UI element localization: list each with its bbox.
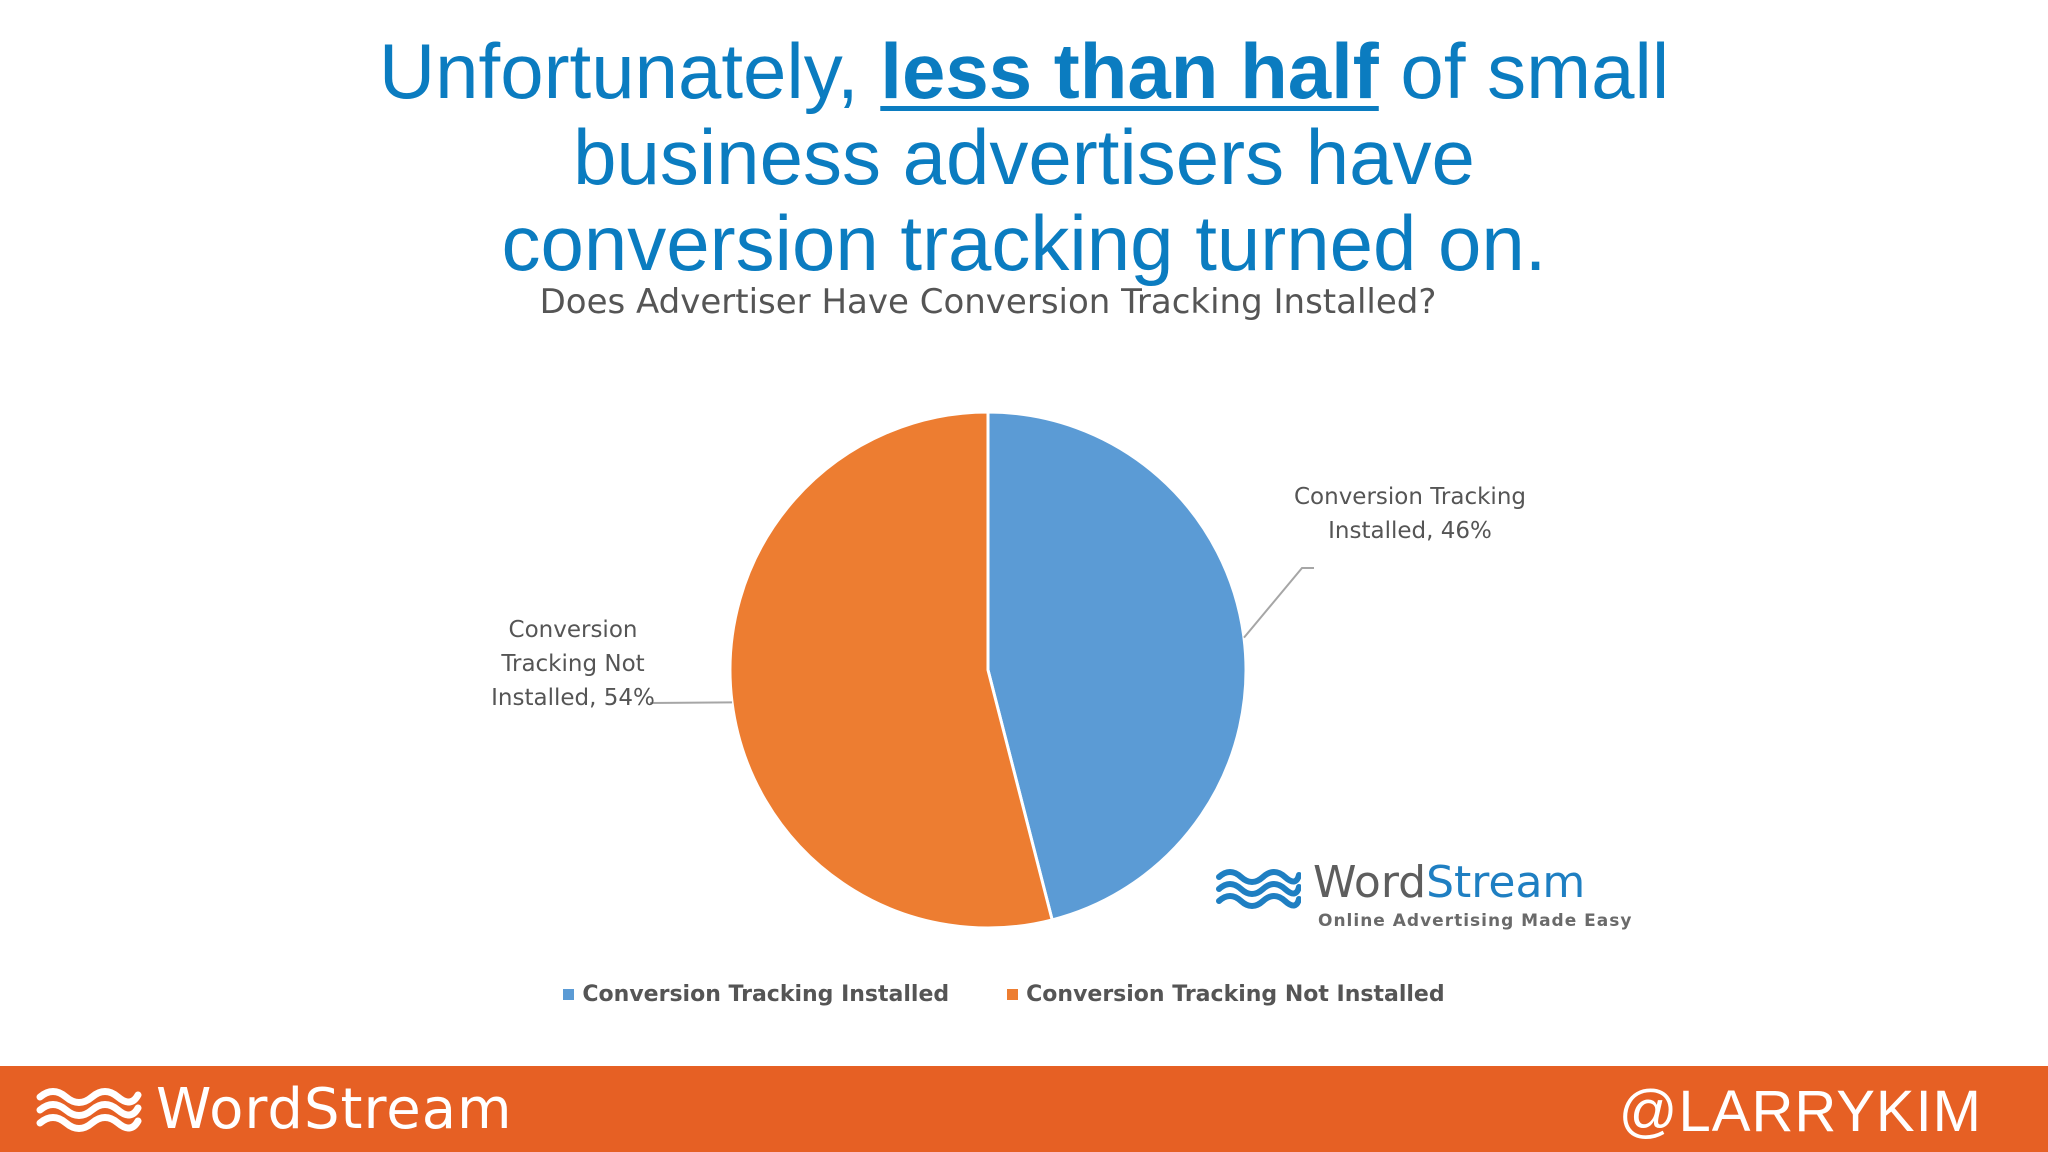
headline-line-2: business advertisers have [573,113,1475,201]
legend-swatch-not-installed [1007,989,1019,1000]
footer-brand: WordStream [36,1076,513,1142]
footer-handle: @LARRYKIM [1618,1079,1982,1144]
footer-bar: WordStream @LARRYKIM [0,1066,2048,1152]
legend-label-installed: Conversion Tracking Installed [582,982,950,1007]
data-label-installed-line-1: Conversion Tracking [1293,484,1526,510]
headline-text-before: Unfortunately, [378,27,881,115]
legend-item-installed: Conversion Tracking Installed [563,982,949,1007]
wordstream-chart-logo: WordStream Online Advertising Made Easy [1215,855,1631,945]
legend-item-not-installed: Conversion Tracking Not Installed [1007,982,1445,1007]
logo-text-stream: Stream [1426,857,1586,908]
wave-logo-icon [1216,869,1301,909]
headline-emphasis: less than half [880,27,1379,115]
footer-brand-text: WordStream [156,1076,513,1142]
headline-line-3: conversion tracking turned on. [501,199,1547,287]
logo-text-word: Word [1313,857,1427,908]
pie-slice-installed [986,410,1248,922]
leader-line-installed [1243,567,1314,639]
data-label-not-installed-line-2: Tracking Not [501,651,645,677]
wordstream-logo-text: WordStream [1313,857,1585,908]
data-label-not-installed: Conversion Tracking Not Installed, 54% [430,613,716,715]
headline-text-after: of small [1378,27,1670,115]
data-label-installed-line-2: Installed, 46% [1328,518,1492,544]
wordstream-tagline: Online Advertising Made Easy [1318,911,1633,931]
slide-headline: Unfortunately, less than half of small b… [0,28,2048,286]
legend-swatch-installed [563,989,575,1000]
data-label-not-installed-line-3: Installed, 54% [491,685,655,711]
footer-wave-logo-icon [36,1088,142,1132]
data-label-installed: Conversion Tracking Installed, 46% [1240,480,1580,548]
chart-legend: Conversion Tracking Installed Conversion… [0,982,2028,1007]
leader-line-not-installed [649,701,733,704]
chart-title: Does Advertiser Have Conversion Tracking… [539,282,1437,322]
headline-line-1: Unfortunately, less than half of small [0,28,2048,114]
data-label-not-installed-line-1: Conversion [508,617,638,643]
legend-label-not-installed: Conversion Tracking Not Installed [1026,982,1445,1007]
